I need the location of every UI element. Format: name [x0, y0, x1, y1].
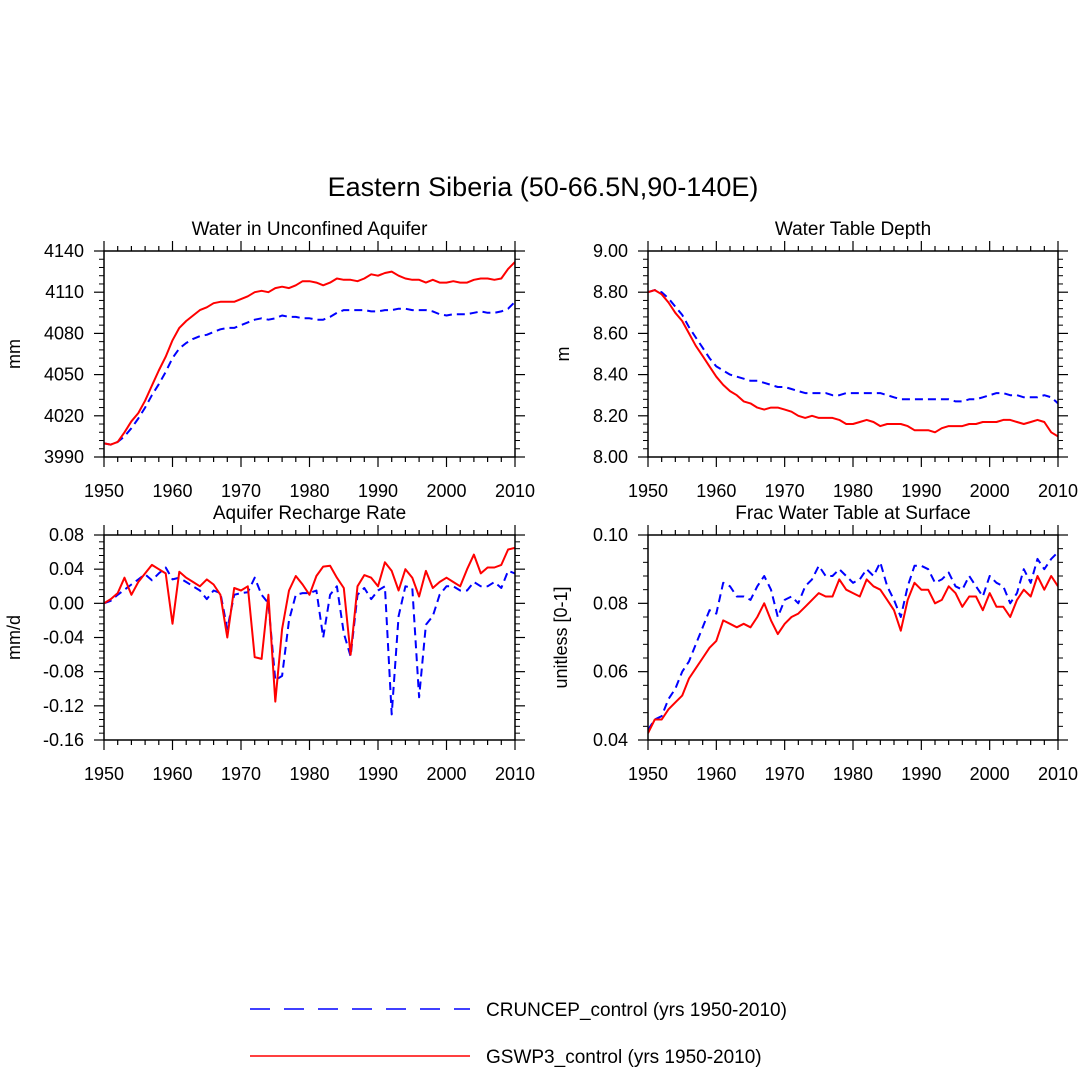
legend: CRUNCEP_control (yrs 1950-2010) GSWP3_co…: [250, 1000, 787, 1068]
panel-title: Water in Unconfined Aquifer: [192, 219, 429, 240]
y-tick-label: -0.08: [43, 662, 84, 682]
y-tick-label: 4020: [44, 406, 84, 426]
series-line-gswp3: [648, 289, 1058, 438]
y-tick-label: 0.08: [593, 593, 628, 613]
panel-title: Water Table Depth: [775, 219, 931, 240]
x-tick-label: 1980: [289, 764, 329, 784]
x-tick-label: 1950: [628, 481, 668, 501]
series-line-cruncep: [648, 289, 1058, 405]
series-line-gswp3: [104, 546, 515, 703]
y-axis-label: unitless [0-1]: [551, 586, 571, 688]
y-tick-label: 8.60: [593, 323, 628, 343]
y-tick-label: 4050: [44, 365, 84, 385]
y-tick-label: 9.00: [593, 241, 628, 261]
y-tick-label: 0.04: [49, 559, 84, 579]
x-tick-label: 1950: [628, 764, 668, 784]
y-tick-label: 0.04: [593, 730, 628, 750]
x-tick-label: 2010: [495, 764, 535, 784]
series-line-gswp3: [104, 261, 515, 446]
x-tick-label: 1990: [901, 764, 941, 784]
panel-3: Aquifer Recharge Rate mm/d 1950 1960 1970 198…: [4, 503, 535, 784]
y-tick-label: 4140: [44, 241, 84, 261]
x-tick-label: 1970: [221, 481, 261, 501]
y-tick-label: 8.80: [593, 282, 628, 302]
y-tick-label: 0.00: [49, 593, 84, 613]
plot-frame: [103, 534, 516, 741]
x-tick-label: 1980: [833, 481, 873, 501]
y-tick-label: -0.12: [43, 696, 84, 716]
y-tick-label: 8.00: [593, 447, 628, 467]
panel-title: Aquifer Recharge Rate: [213, 503, 406, 524]
y-tick-label: 8.40: [593, 365, 628, 385]
chart-panels: Water in Unconfined Aquifer mm 1950 1960 197…: [4, 219, 1078, 784]
y-tick-label: 0.08: [49, 525, 84, 545]
plot-frame: [647, 250, 1059, 458]
x-tick-label: 1970: [765, 764, 805, 784]
x-tick-label: 2010: [1038, 481, 1078, 501]
y-tick-label: 4080: [44, 323, 84, 343]
x-tick-label: 1970: [765, 481, 805, 501]
x-tick-label: 1960: [152, 481, 192, 501]
y-tick-label: -0.04: [43, 628, 84, 648]
x-tick-label: 1980: [833, 764, 873, 784]
y-tick-label: 4110: [45, 282, 84, 302]
series-line-gswp3: [648, 575, 1058, 734]
x-tick-label: 1990: [901, 481, 941, 501]
series-line-cruncep: [648, 551, 1058, 731]
y-tick-label: 3990: [44, 447, 84, 467]
x-tick-label: 2000: [426, 764, 466, 784]
panel-1: Water in Unconfined Aquifer mm 1950 1960 197…: [4, 219, 535, 501]
x-tick-label: 2000: [970, 481, 1010, 501]
x-tick-label: 1960: [696, 481, 736, 501]
x-tick-label: 2010: [495, 481, 535, 501]
y-axis-label: mm: [4, 339, 24, 369]
legend-label-cruncep: CRUNCEP_control (yrs 1950-2010): [486, 1000, 787, 1021]
x-tick-label: 1960: [152, 764, 192, 784]
series-line-cruncep: [104, 301, 515, 446]
y-tick-label: 0.06: [593, 662, 628, 682]
panel-title: Frac Water Table at Surface: [735, 503, 971, 524]
y-tick-label: -0.16: [43, 730, 84, 750]
legend-label-gswp3: GSWP3_control (yrs 1950-2010): [486, 1047, 762, 1068]
plot-frame: [647, 534, 1059, 741]
x-tick-label: 1950: [84, 764, 124, 784]
y-axis-label: mm/d: [4, 615, 24, 660]
x-tick-label: 1970: [221, 764, 261, 784]
x-tick-label: 1950: [84, 481, 124, 501]
panel-4: Frac Water Table at Surface unitless [0-1…: [551, 503, 1078, 784]
x-tick-label: 1990: [358, 764, 398, 784]
x-tick-label: 2000: [970, 764, 1010, 784]
panel-2: Water Table Depth m 1950 1960 1970 1980 1990 20…: [553, 219, 1078, 501]
x-tick-label: 1960: [696, 764, 736, 784]
x-tick-label: 1980: [289, 481, 329, 501]
x-tick-label: 1990: [358, 481, 398, 501]
series-line-cruncep: [104, 566, 515, 716]
y-axis-label: m: [553, 347, 573, 362]
x-tick-label: 2010: [1038, 764, 1078, 784]
y-tick-label: 8.20: [593, 406, 628, 426]
y-tick-label: 0.10: [593, 525, 628, 545]
x-tick-label: 2000: [426, 481, 466, 501]
main-title: Eastern Siberia (50-66.5N,90-140E): [328, 172, 759, 202]
